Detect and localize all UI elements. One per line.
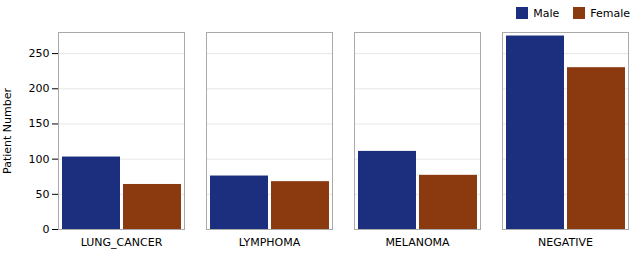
- svg-text:200: 200: [29, 82, 50, 95]
- svg-text:LUNG_CANCER: LUNG_CANCER: [81, 236, 163, 249]
- svg-text:100: 100: [29, 153, 50, 166]
- svg-text:MELANOMA: MELANOMA: [385, 236, 450, 249]
- svg-text:50: 50: [36, 188, 50, 201]
- svg-text:NEGATIVE: NEGATIVE: [538, 236, 593, 249]
- svg-text:250: 250: [29, 47, 50, 60]
- html-text:Male: Male: [533, 6, 560, 20]
- html-text:Female: Female: [590, 6, 630, 20]
- svg-text:150: 150: [29, 117, 50, 130]
- svg-text:0: 0: [43, 223, 50, 236]
- svg-text:Patient Number: Patient Number: [1, 88, 14, 174]
- svg-text:LYMPHOMA: LYMPHOMA: [239, 236, 301, 249]
